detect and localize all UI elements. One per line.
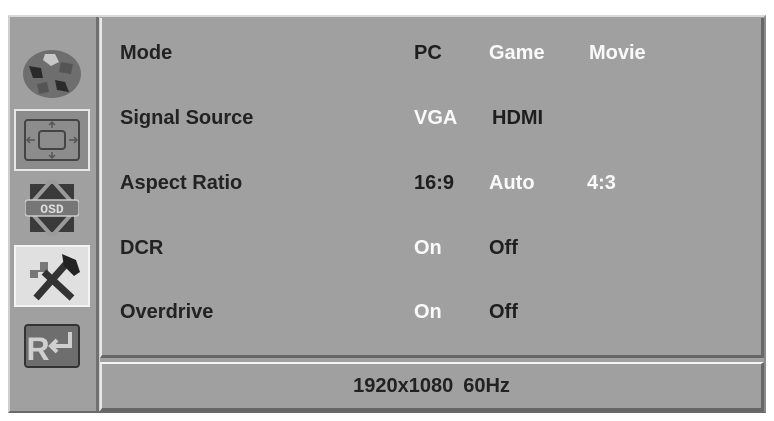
osd-icon[interactable]: OSD bbox=[14, 177, 90, 239]
mode-option-pc[interactable]: PC bbox=[414, 42, 442, 64]
aspect-ratio-row: Aspect Ratio 16:9 Auto 4:3 bbox=[120, 172, 760, 202]
dcr-label: DCR bbox=[120, 237, 164, 259]
aspect-option-auto[interactable]: Auto bbox=[489, 172, 535, 194]
overdrive-option-off[interactable]: Off bbox=[489, 301, 518, 323]
mode-row: Mode PC Game Movie bbox=[120, 42, 760, 72]
dcr-row: DCR On Off bbox=[120, 237, 760, 267]
sidebar-divider bbox=[96, 17, 100, 411]
mode-option-movie[interactable]: Movie bbox=[589, 42, 646, 64]
signal-option-vga[interactable]: VGA bbox=[414, 107, 458, 129]
refresh-rate-text: 60Hz bbox=[463, 374, 510, 397]
mode-option-game[interactable]: Game bbox=[489, 42, 545, 64]
signal-option-hdmi[interactable]: HDMI bbox=[492, 107, 544, 129]
aspect-option-4-3[interactable]: 4:3 bbox=[587, 172, 616, 194]
overdrive-option-on[interactable]: On bbox=[414, 301, 442, 323]
aspect-option-16-9[interactable]: 16:9 bbox=[414, 172, 455, 194]
signal-source-label: Signal Source bbox=[120, 107, 254, 129]
signal-source-row: Signal Source VGA HDMI bbox=[120, 107, 760, 137]
svg-text:R: R bbox=[26, 331, 49, 367]
svg-text:OSD: OSD bbox=[40, 202, 64, 217]
overdrive-row: Overdrive On Off bbox=[120, 301, 760, 331]
resolution-text: 1920x1080 bbox=[353, 374, 454, 397]
picture-icon[interactable] bbox=[14, 43, 90, 105]
mode-label: Mode bbox=[120, 42, 173, 64]
aspect-ratio-label: Aspect Ratio bbox=[120, 172, 243, 194]
reset-icon[interactable]: R bbox=[14, 315, 90, 377]
settings-tools-icon[interactable] bbox=[14, 245, 90, 307]
sidebar: OSD R bbox=[8, 15, 100, 413]
status-bar: 1920x1080 60Hz bbox=[100, 362, 764, 411]
settings-panel: Mode PC Game Movie Signal Source VGA HDM… bbox=[100, 18, 764, 358]
dcr-option-on[interactable]: On bbox=[414, 237, 442, 259]
geometry-icon[interactable] bbox=[14, 109, 90, 171]
overdrive-label: Overdrive bbox=[120, 301, 214, 323]
dcr-option-off[interactable]: Off bbox=[489, 237, 518, 259]
